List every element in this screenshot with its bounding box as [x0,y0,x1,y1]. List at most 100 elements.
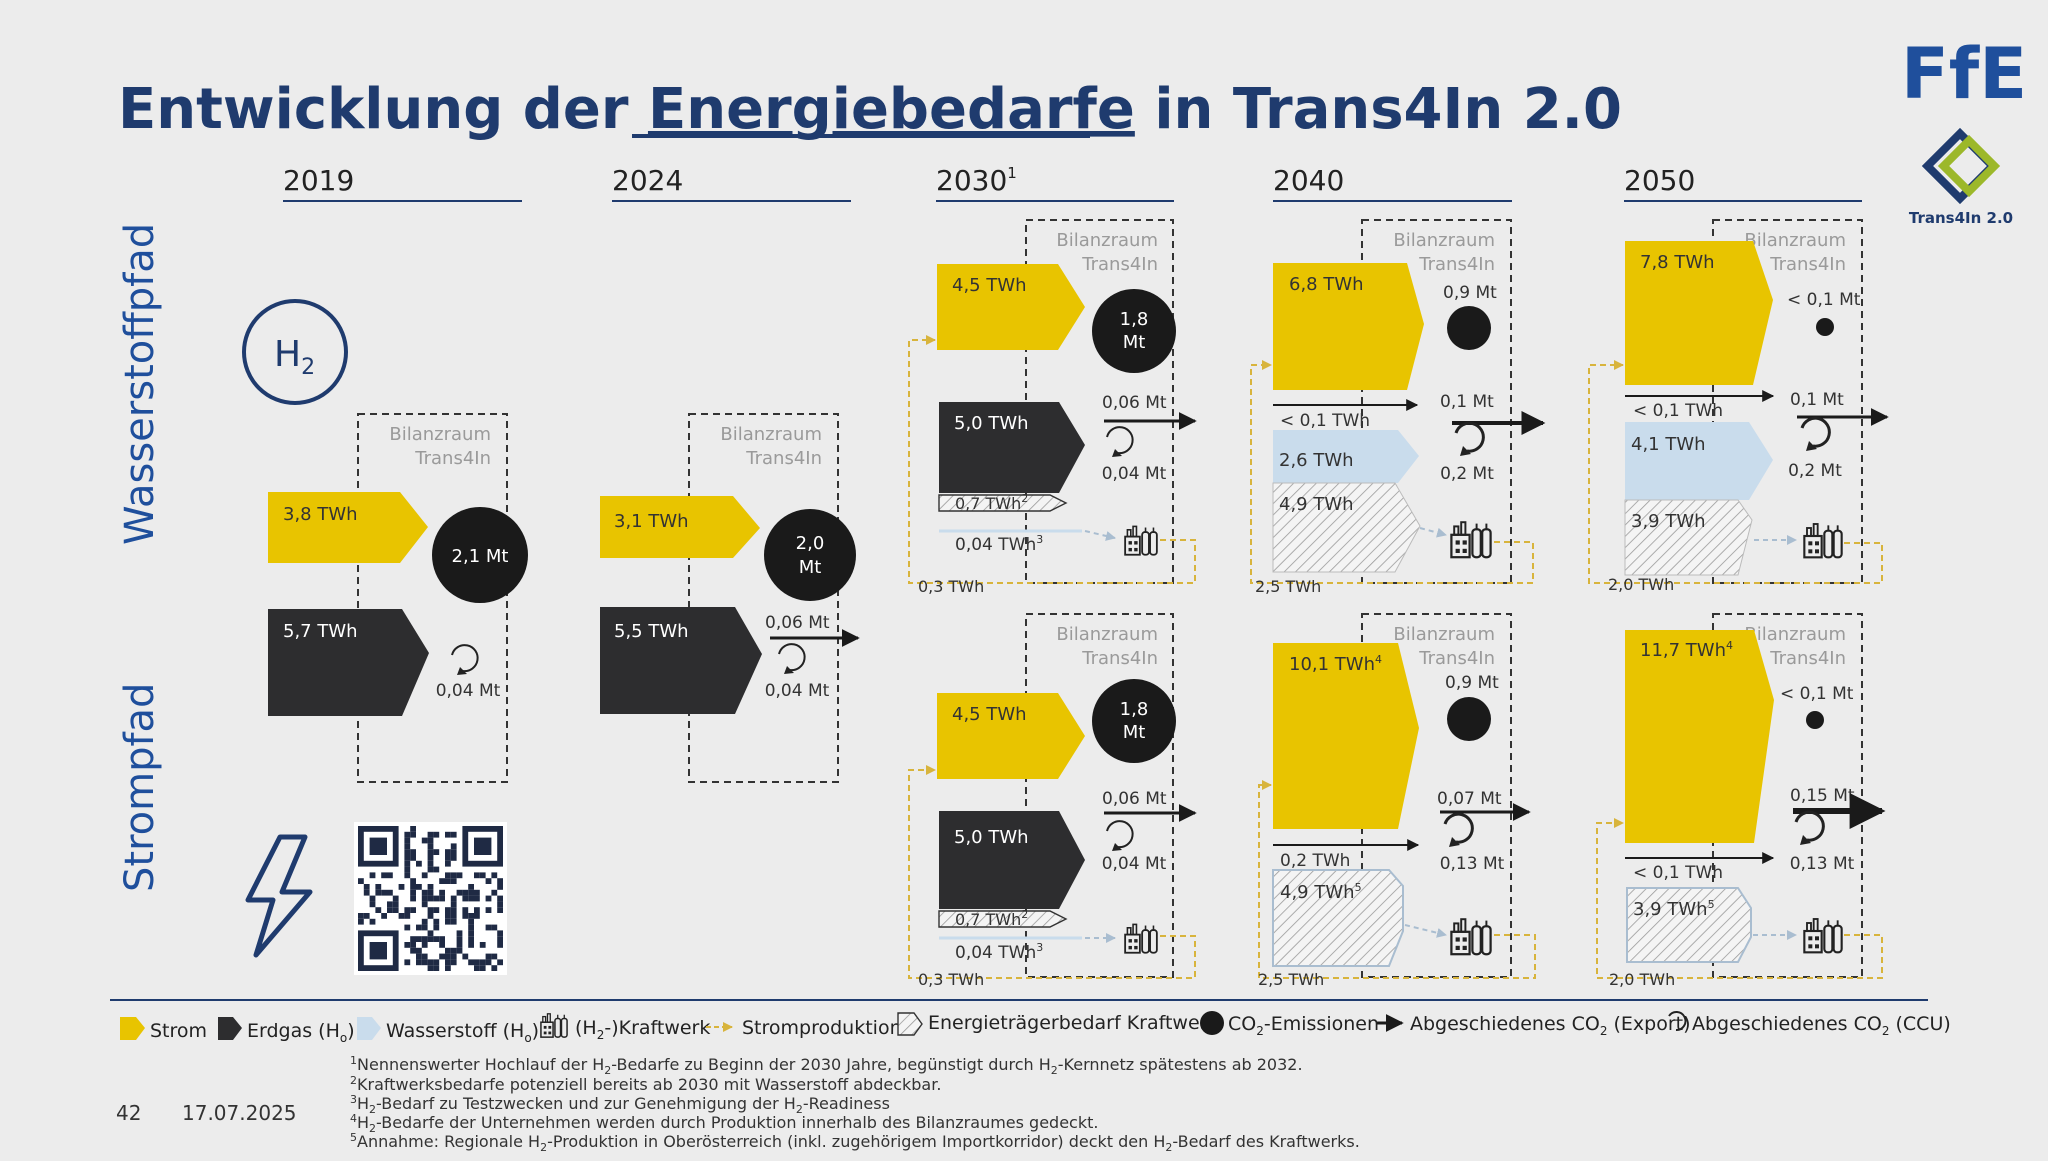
bilanzraum-label: Trans4In [1769,254,1846,275]
year-headers: 2019 2024 20301 2040 2050 [283,164,1862,202]
legend-energietraeger-swatch [897,1012,923,1036]
lightning-icon [245,834,313,958]
strom-arrow [1625,630,1774,843]
ccu-value: 0,04 Mt [1102,854,1167,874]
strom-arrow [1273,643,1419,829]
wasserstoff-value: 2,6 TWh [1279,450,1354,471]
bilanzraum-box [688,413,839,783]
kraftwerk-value: 0,7 TWh2 [955,908,1028,929]
co2-emission-circle [1092,679,1176,763]
co2-value: 1,8 [1120,309,1149,330]
stromproduktion-value: 2,5 TWh [1255,577,1321,596]
erdgas-arrow [939,402,1085,493]
stromproduktion-line [908,335,1196,584]
legend-stromproduktion-label: Stromproduktion [742,1017,902,1039]
page-title: Entwicklung der Energiebedarfe in Trans4… [118,77,1622,142]
co2-emission-circle [1092,289,1176,373]
bilanzraum-label: Bilanzraum [389,424,491,445]
ffe-logo-text: FfE [1901,33,2027,115]
bilanzraum-label: Bilanzraum [720,424,822,445]
co2-emission-circle [1447,306,1491,350]
wasserstoff-value: 4,1 TWh [1631,434,1706,455]
year-2030: 20301 [936,164,1017,197]
legend-strom-label: Strom [150,1020,207,1042]
ccu-value: 0,04 Mt [436,681,501,701]
strom-value: 10,1 TWh4 [1289,653,1382,675]
ccu-icon [1794,810,1825,842]
wasserstoff-value: 0,04 TWh3 [955,941,1043,963]
kraftwerk-value: 4,9 TWh [1279,494,1354,515]
erdgas-value: 5,5 TWh [614,621,689,642]
ccu-value: 0,2 Mt [1440,464,1494,484]
export-value: 0,06 Mt [1102,393,1167,413]
strom-value: 7,8 TWh [1640,252,1715,273]
co2-value: 2,0 [796,533,825,554]
co2-unit: Mt [1123,332,1146,353]
kraftwerk-value: 0,7 TWh2 [955,492,1028,513]
panel-2050-electric: Bilanzraum Trans4In 11,7 TWh4 < 0,1 TWh … [1596,613,1886,989]
panel-2019: Bilanzraum Trans4In 3,8 TWh 5,7 TWh 2,1 … [268,413,528,783]
wasserstoff-arrow [1273,430,1419,483]
footnote-5: 5Annahme: Regionale H2-Produktion in Obe… [350,1131,1360,1154]
erdgas-arrow [600,607,762,714]
erdgas-value: < 0,1 TWh [1633,401,1723,421]
bilanzraum-label: Trans4In [1769,648,1846,669]
legend-erdgas-label: Erdgas (Ho) [247,1020,355,1045]
stromproduktion-line [1588,360,1883,584]
strom-value: 3,8 TWh [283,504,358,525]
page-number: 42 [116,1101,141,1125]
year-2050: 2050 [1624,164,1695,197]
footer-date: 17.07.2025 [182,1101,297,1125]
ccu-icon [1106,426,1134,455]
year-2040: 2040 [1273,164,1344,197]
svg-text:H2: H2 [274,334,315,380]
stromproduktion-value: 2,5 TWh [1258,970,1324,989]
legend-kraftwerk-label: (H2-)Kraftwerk [575,1017,710,1042]
strom-arrow [268,492,428,563]
legend-energietraeger-label: Energieträgerbedarf Kraftwerk [928,1012,1218,1034]
erdgas-value: 5,0 TWh [954,827,1029,848]
strom-value: 4,5 TWh [952,704,1027,725]
strom-arrow [600,496,760,558]
stromproduktion-value: 0,3 TWh [918,577,984,596]
bilanzraum-label: Bilanzraum [1393,230,1495,251]
export-value: 0,1 Mt [1440,392,1494,412]
panel-2040-electric: Bilanzraum Trans4In 10,1 TWh4 0,2 TWh 4,… [1258,613,1536,989]
co2-emission-circle [432,507,528,603]
wasserstoff-value: 0,04 TWh3 [955,533,1043,555]
wasserstoff-value: 4,9 TWh5 [1280,881,1362,903]
co2-value: < 0,1 Mt [1780,684,1854,704]
export-value: 0,1 Mt [1790,390,1844,410]
strom-arrow [1273,263,1424,390]
bilanzraum-label: Trans4In [1418,648,1495,669]
co2-emission-circle [1806,711,1824,729]
legend-erdgas-swatch [218,1017,242,1040]
legend-wasserstoff-label: Wasserstoff (Ho) [386,1020,539,1045]
hydrogen-path-label: Wasserstoffpfad [117,223,163,545]
co2-emission-circle [1447,697,1491,741]
trans4in-logo: Trans4In 2.0 [1909,127,2013,227]
bilanzraum-label: Bilanzraum [1393,624,1495,645]
legend: Strom Erdgas (Ho) Wasserstoff (Ho) (H2-)… [120,1011,1951,1045]
bilanzraum-box [1361,219,1512,584]
bilanzraum-label: Bilanzraum [1744,624,1846,645]
co2-emission-circle [1816,318,1834,336]
year-2024: 2024 [612,164,683,197]
ccu-value: 0,04 Mt [1102,464,1167,484]
bilanzraum-box [357,413,508,783]
co2-value: 1,8 [1120,699,1149,720]
wasserstoff-arrow [1626,887,1752,963]
bilanzraum-label: Trans4In [1418,254,1495,275]
strom-arrow [937,693,1085,779]
stromproduktion-line [908,765,1196,979]
qr-code[interactable] [354,822,507,975]
stromproduktion-value: 0,3 TWh [918,970,984,989]
strom-value: 11,7 TWh4 [1640,639,1733,661]
footnotes: 1Nennenswerter Hochlauf der H2-Bedarfe z… [350,1054,1360,1154]
kraftwerk-demand-arrow [1624,499,1753,576]
ccu-icon [1106,820,1134,849]
wasserstoff-value: 3,9 TWh5 [1633,898,1715,920]
kraftwerk-demand-arrow [938,910,1068,928]
